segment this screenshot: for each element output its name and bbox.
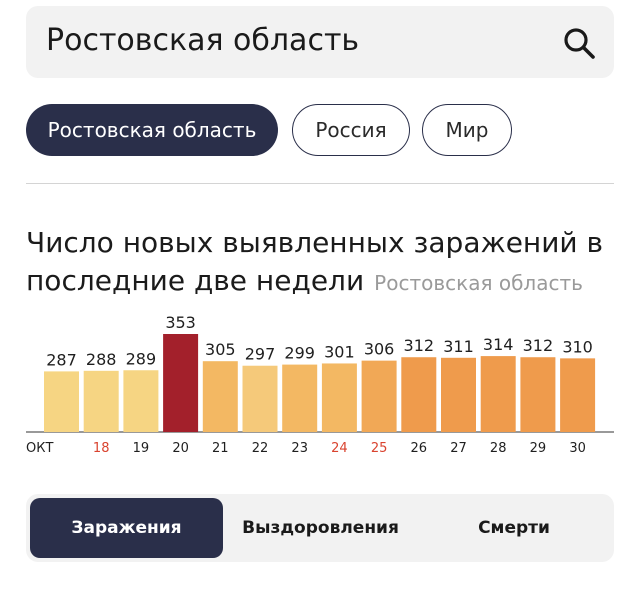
chart-tick-label: 23 [291, 441, 308, 456]
chart-tick-label: 30 [569, 441, 586, 456]
chart-data-label: 306 [364, 340, 395, 359]
chart-tick-label: 18 [93, 441, 110, 456]
chip-rostov-region[interactable]: Ростовская область [26, 104, 278, 156]
chart-tick-label: 24 [331, 441, 348, 456]
chart-bar[interactable] [401, 357, 437, 432]
chart-bar[interactable] [83, 370, 119, 432]
chart-data-label: 299 [284, 344, 315, 363]
chart-tick-label: 27 [450, 441, 467, 456]
chart-title-text: Число новых выявленных заражений в после… [26, 226, 604, 297]
chart-data-label: 287 [46, 350, 77, 369]
chart-bar[interactable] [282, 364, 318, 432]
tab-label: Заражения [71, 518, 182, 538]
chart-tick-label: 26 [411, 441, 428, 456]
chart-data-label: 310 [562, 337, 593, 356]
chart-tick-label: 25 [371, 441, 388, 456]
chart-bar[interactable] [123, 370, 159, 432]
chart-data-label: 312 [523, 336, 554, 355]
chip-label: Мир [445, 118, 489, 142]
chart-bar[interactable] [202, 361, 238, 432]
chart-region-label: Ростовская область [374, 271, 583, 295]
tab-label: Выздоровления [242, 518, 399, 538]
chart-tick-label: 20 [172, 441, 189, 456]
chart-bar[interactable] [520, 357, 556, 432]
chart-bar[interactable] [44, 371, 79, 432]
tab-deaths[interactable]: Смерти [418, 498, 610, 558]
chart-tick-label: 19 [133, 441, 150, 456]
chart-data-label: 305 [205, 340, 236, 359]
chip-russia[interactable]: Россия [292, 104, 410, 156]
chart-tick-label: 29 [530, 441, 547, 456]
chart-month-label: ОКТ [26, 441, 53, 456]
chart-bar[interactable] [163, 334, 199, 432]
chip-world[interactable]: Мир [422, 104, 512, 156]
tab-label: Смерти [478, 518, 550, 538]
chart-bar[interactable] [242, 365, 278, 432]
chart-tick-label: 28 [490, 441, 507, 456]
search-bar[interactable]: Ростовская область [26, 6, 614, 78]
chip-label: Ростовская область [47, 118, 257, 142]
new-infections-chart: 287 ОКТ 288 18 289 19 353 20 305 21 297 22 299 23 301 2… [26, 313, 614, 456]
tab-infections[interactable]: Заражения [30, 498, 223, 558]
chart-data-label: 297 [245, 345, 276, 364]
chart-bar[interactable] [480, 356, 516, 432]
chart-data-label: 301 [324, 342, 355, 361]
chart-data-label: 314 [483, 335, 514, 354]
search-input[interactable]: Ростовская область [46, 23, 360, 58]
chart-tick-label: 21 [212, 441, 229, 456]
chart-data-label: 311 [443, 337, 474, 356]
chart-tick-label: 22 [252, 441, 269, 456]
chart-bar[interactable] [441, 357, 476, 432]
divider [26, 183, 614, 184]
metric-tabs: Заражения Выздоровления Смерти [26, 494, 614, 562]
chart-data-label: 353 [165, 313, 196, 332]
chart-bar[interactable] [321, 363, 357, 432]
search-icon[interactable] [562, 26, 596, 60]
chip-label: Россия [315, 118, 387, 142]
chart-title: Число новых выявленных заражений в после… [26, 224, 614, 302]
chart-data-label: 289 [126, 349, 157, 368]
chart-bar[interactable] [560, 358, 596, 432]
tab-recoveries[interactable]: Выздоровления [223, 498, 418, 558]
chart-bar[interactable] [361, 360, 397, 432]
chart-data-label: 288 [86, 350, 117, 369]
chart-data-label: 312 [404, 336, 435, 355]
